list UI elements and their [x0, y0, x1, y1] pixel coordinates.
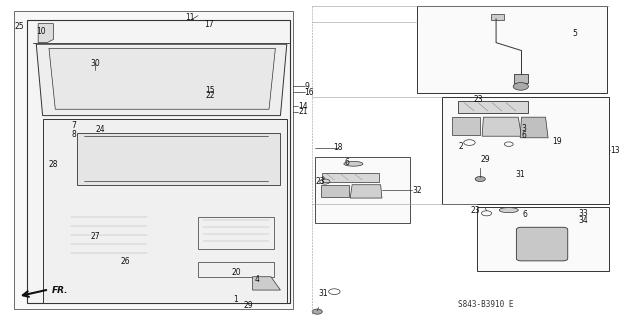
Text: 24: 24 [96, 125, 105, 134]
Text: 31: 31 [318, 289, 328, 298]
Text: 22: 22 [206, 92, 215, 100]
Polygon shape [43, 119, 287, 303]
Polygon shape [27, 20, 290, 303]
Text: 15: 15 [206, 86, 215, 95]
Bar [195, 13, 206, 19]
Text: 23: 23 [471, 206, 480, 215]
Text: 9: 9 [304, 82, 310, 91]
Text: 3: 3 [522, 124, 526, 133]
Text: 20: 20 [231, 268, 241, 277]
Text: 23: 23 [474, 95, 483, 104]
Bar [458, 101, 528, 113]
Text: 17: 17 [204, 20, 214, 29]
Text: 18: 18 [333, 143, 342, 152]
Text: 29: 29 [480, 156, 490, 164]
Polygon shape [78, 133, 280, 185]
Text: 33: 33 [578, 209, 589, 218]
Polygon shape [482, 117, 522, 136]
Text: 7: 7 [71, 121, 76, 130]
FancyBboxPatch shape [517, 227, 568, 261]
Text: FR.: FR. [52, 286, 69, 295]
Text: 21: 21 [298, 107, 308, 116]
Polygon shape [38, 24, 54, 43]
Text: 19: 19 [552, 137, 562, 146]
Text: 29: 29 [244, 301, 254, 310]
Text: 6: 6 [523, 210, 528, 219]
Polygon shape [321, 185, 349, 197]
Text: 11: 11 [185, 13, 195, 22]
Polygon shape [36, 44, 287, 116]
Text: S843-B3910 E: S843-B3910 E [458, 300, 513, 309]
Circle shape [122, 265, 128, 268]
Text: 4: 4 [255, 276, 260, 284]
Text: 8: 8 [71, 130, 76, 139]
Text: 10: 10 [36, 27, 45, 36]
Circle shape [312, 309, 322, 314]
Bar [141, 81, 192, 95]
Bar [491, 14, 504, 20]
Ellipse shape [344, 161, 363, 166]
Text: 32: 32 [412, 186, 422, 195]
Circle shape [326, 187, 344, 196]
Circle shape [455, 120, 478, 132]
Polygon shape [49, 48, 275, 109]
Circle shape [523, 122, 545, 133]
Text: 6: 6 [522, 131, 526, 140]
Text: 27: 27 [90, 232, 100, 241]
Text: 26: 26 [120, 257, 130, 266]
Circle shape [67, 125, 73, 128]
Circle shape [71, 249, 78, 252]
Bar [59, 51, 255, 62]
Text: 34: 34 [578, 216, 589, 225]
Text: 23: 23 [315, 177, 325, 186]
Text: 14: 14 [298, 101, 308, 111]
Text: 13: 13 [610, 146, 620, 155]
Bar [417, 6, 607, 93]
Bar [322, 173, 379, 182]
Polygon shape [14, 11, 293, 309]
Circle shape [513, 83, 529, 90]
Bar [514, 74, 528, 83]
Circle shape [47, 123, 55, 127]
Text: 31: 31 [515, 170, 525, 179]
Polygon shape [520, 117, 548, 138]
Bar [17, 19, 34, 22]
Polygon shape [350, 185, 382, 198]
Bar [19, 21, 33, 30]
Text: 16: 16 [304, 88, 314, 97]
Polygon shape [452, 117, 480, 135]
Text: 6: 6 [344, 158, 349, 167]
Polygon shape [252, 277, 280, 290]
Ellipse shape [499, 208, 519, 213]
Bar [442, 97, 609, 204]
Circle shape [475, 177, 485, 181]
Text: 28: 28 [49, 160, 59, 169]
Bar [315, 157, 410, 223]
Text: 25: 25 [15, 22, 24, 31]
Bar [477, 207, 609, 271]
Text: 2: 2 [458, 142, 462, 151]
Text: 30: 30 [90, 59, 100, 68]
Text: 5: 5 [572, 28, 577, 38]
Bar [65, 211, 154, 265]
Text: 1: 1 [234, 295, 238, 304]
